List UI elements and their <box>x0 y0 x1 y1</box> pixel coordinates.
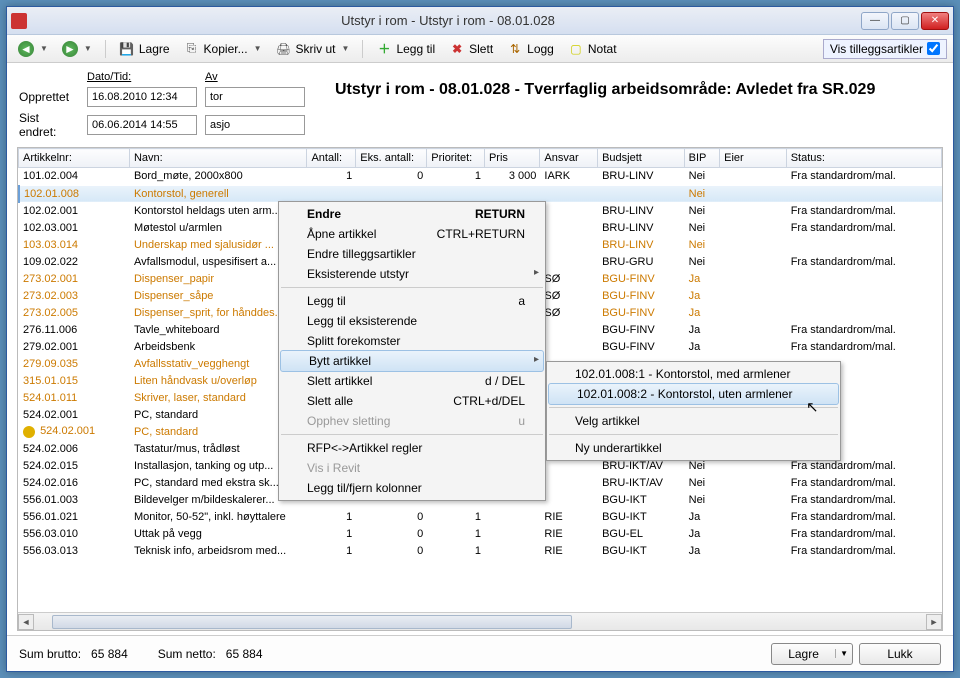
scroll-thumb[interactable] <box>52 615 572 629</box>
table-row[interactable]: 556.03.013Teknisk info, arbeidsrom med..… <box>19 542 942 559</box>
add-icon: ＋ <box>376 41 392 57</box>
footer-close-button[interactable]: Lukk <box>859 643 941 665</box>
submenu-item[interactable]: 102.01.008:2 - Kontorstol, uten armlener <box>548 383 839 405</box>
print-button[interactable]: 🖨Skriv ut▼ <box>271 38 355 60</box>
menu-item: Vis i Revit <box>279 458 545 478</box>
footer: Sum brutto: 65 884 Sum netto: 65 884 Lag… <box>7 635 953 671</box>
menu-item[interactable]: Legg tila <box>279 291 545 311</box>
column-header[interactable]: Eks. antall: <box>356 149 427 168</box>
back-button[interactable]: ◄▼ <box>13 38 53 60</box>
modified-date-field[interactable] <box>87 115 197 135</box>
date-header: Dato/Tid: <box>87 71 197 83</box>
grid-wrap: Artikkelnr:Navn:Antall:Eks. antall:Prior… <box>17 147 943 631</box>
print-icon: 🖨 <box>276 41 292 57</box>
modified-label: Sist endret: <box>19 111 79 139</box>
window-controls: — ▢ ✕ <box>861 12 949 30</box>
titlebar[interactable]: Utstyr i rom - Utstyr i rom - 08.01.028 … <box>7 7 953 35</box>
submenu-item[interactable]: 102.01.008:1 - Kontorstol, med armlener <box>547 364 840 384</box>
forward-button[interactable]: ►▼ <box>57 38 97 60</box>
menu-item[interactable]: Splitt forekomster <box>279 331 545 351</box>
created-by-field[interactable] <box>205 87 305 107</box>
modified-by-field[interactable] <box>205 115 305 135</box>
footer-save-button[interactable]: Lagre▼ <box>771 643 853 665</box>
column-header[interactable]: Prioritet: <box>427 149 485 168</box>
submenu-item[interactable]: Ny underartikkel <box>547 438 840 458</box>
forward-icon: ► <box>62 41 78 57</box>
close-button[interactable]: ✕ <box>921 12 949 30</box>
table-row[interactable]: 556.03.010Uttak på vegg101RIEBGU-ELJaFra… <box>19 525 942 542</box>
menu-item[interactable]: Bytt artikkel <box>280 350 544 372</box>
note-icon: ▢ <box>568 41 584 57</box>
context-menu[interactable]: EndreRETURNÅpne artikkelCTRL+RETURNEndre… <box>278 201 546 501</box>
submenu-item[interactable]: Velg artikkel <box>547 411 840 431</box>
menu-item[interactable]: Legg til eksisterende <box>279 311 545 331</box>
back-icon: ◄ <box>18 41 34 57</box>
context-submenu[interactable]: 102.01.008:1 - Kontorstol, med armlener1… <box>546 361 841 461</box>
by-header: Av <box>205 71 305 83</box>
column-header[interactable]: Budsjett <box>598 149 685 168</box>
log-button[interactable]: ⇅Logg <box>502 38 559 60</box>
column-header[interactable]: Ansvar <box>540 149 598 168</box>
extras-toggle[interactable]: Vis tilleggsartikler <box>823 39 947 59</box>
save-button[interactable]: 💾Lagre <box>114 38 175 60</box>
column-header[interactable]: Eier <box>720 149 787 168</box>
created-label: Opprettet <box>19 90 79 104</box>
app-icon <box>11 13 27 29</box>
delete-icon: ✖ <box>449 41 465 57</box>
delete-button[interactable]: ✖Slett <box>444 38 498 60</box>
menu-item[interactable]: Slett artikkeld / DEL <box>279 371 545 391</box>
column-header[interactable]: Status: <box>786 149 941 168</box>
main-window: Utstyr i rom - Utstyr i rom - 08.01.028 … <box>6 6 954 672</box>
scroll-right-arrow[interactable]: ► <box>926 614 942 630</box>
add-button[interactable]: ＋Legg til <box>371 38 440 60</box>
table-row[interactable]: 101.02.004Bord_møte, 2000x8001013 000IAR… <box>19 168 942 185</box>
toolbar: ◄▼ ►▼ 💾Lagre ⎘Kopier...▼ 🖨Skriv ut▼ ＋Leg… <box>7 35 953 63</box>
menu-item: Opphev slettingu <box>279 411 545 431</box>
extras-checkbox[interactable] <box>927 42 940 55</box>
copy-button[interactable]: ⎘Kopier...▼ <box>179 38 267 60</box>
menu-item[interactable]: Endre tilleggsartikler <box>279 244 545 264</box>
table-row[interactable]: 556.01.021Monitor, 50-52", inkl. høyttal… <box>19 508 942 525</box>
menu-item[interactable]: RFP<->Artikkel regler <box>279 438 545 458</box>
page-title: Utstyr i rom - 08.01.028 - Tverrfaglig a… <box>335 71 941 99</box>
scroll-left-arrow[interactable]: ◄ <box>18 614 34 630</box>
created-date-field[interactable] <box>87 87 197 107</box>
maximize-button[interactable]: ▢ <box>891 12 919 30</box>
menu-item[interactable]: Eksisterende utstyr <box>279 264 545 284</box>
log-icon: ⇅ <box>507 41 523 57</box>
note-button[interactable]: ▢Notat <box>563 38 622 60</box>
minimize-button[interactable]: — <box>861 12 889 30</box>
menu-item[interactable]: Åpne artikkelCTRL+RETURN <box>279 224 545 244</box>
column-header[interactable]: Antall: <box>307 149 356 168</box>
save-icon: 💾 <box>119 41 135 57</box>
menu-item[interactable]: EndreRETURN <box>279 204 545 224</box>
column-header[interactable]: Pris <box>484 149 539 168</box>
copy-icon: ⎘ <box>184 41 200 57</box>
grid-body[interactable]: 101.02.004Bord_møte, 2000x8001013 000IAR… <box>18 168 942 612</box>
menu-item[interactable]: Slett alleCTRL+d/DEL <box>279 391 545 411</box>
column-header[interactable]: Navn: <box>129 149 307 168</box>
window-title: Utstyr i rom - Utstyr i rom - 08.01.028 <box>35 13 861 28</box>
meta-area: Dato/Tid: Av Opprettet Sist endret: Utst… <box>7 63 953 143</box>
column-header[interactable]: BIP <box>684 149 720 168</box>
grid-header: Artikkelnr:Navn:Antall:Eks. antall:Prior… <box>18 148 942 168</box>
column-header[interactable]: Artikkelnr: <box>19 149 130 168</box>
table-row[interactable]: 102.01.008Kontorstol, generellNei <box>19 185 942 202</box>
menu-item[interactable]: Legg til/fjern kolonner <box>279 478 545 498</box>
horizontal-scrollbar[interactable]: ◄ ► <box>18 612 942 630</box>
